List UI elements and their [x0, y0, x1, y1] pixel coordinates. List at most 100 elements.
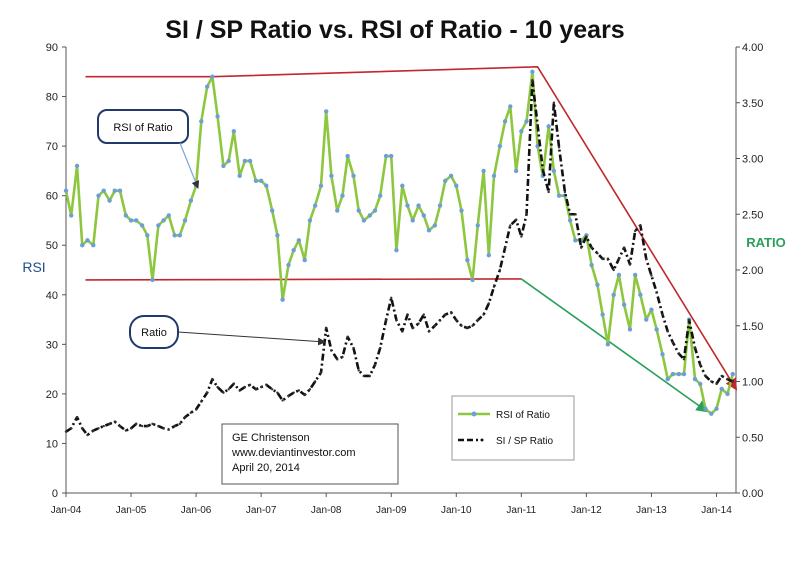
ratio-point: [628, 263, 632, 266]
ratio-point: [336, 358, 339, 361]
ratio-point: [622, 246, 626, 249]
rsi-point: [335, 208, 340, 213]
rsi-of-ratio-line: [64, 70, 735, 416]
left-tick-label: 10: [46, 438, 58, 450]
left-tick-label: 90: [46, 42, 58, 54]
rsi-point: [616, 272, 622, 278]
rsi-point: [356, 208, 361, 213]
rsi-point: [638, 292, 643, 297]
rsi-point: [611, 292, 616, 297]
rsi-point: [605, 342, 611, 347]
rsi-point: [703, 406, 708, 411]
ratio-point: [324, 326, 328, 330]
ratio-point: [395, 318, 398, 322]
rsi-point: [91, 243, 96, 248]
ratio-point: [617, 257, 621, 261]
rsi-point: [432, 223, 438, 228]
ratio-point: [292, 391, 295, 394]
ratio-point: [482, 313, 485, 316]
ratio-point: [417, 322, 420, 325]
ratio-point: [118, 424, 122, 428]
rsi-point: [627, 327, 633, 332]
rsi-point: [221, 163, 226, 169]
ratio-point: [287, 394, 290, 398]
ratio-point: [682, 358, 686, 361]
ratio-point: [167, 428, 170, 431]
rsi-point: [589, 262, 594, 268]
right-tick-label: 0.50: [742, 432, 763, 444]
ratio-point: [693, 346, 697, 350]
rsi-point: [644, 317, 649, 322]
ratio-point: [715, 382, 718, 385]
rsi-point: [383, 153, 389, 159]
x-tick-label: Jan-14: [701, 505, 732, 516]
rsi-point: [226, 158, 231, 164]
rsi-point: [286, 262, 291, 268]
ratio-point: [612, 268, 615, 272]
ratio-point: [254, 388, 258, 391]
ratio-point: [677, 352, 680, 355]
ratio-point: [64, 430, 68, 433]
rsi-point: [513, 168, 519, 174]
rsi-point: [486, 252, 492, 258]
rsi-point: [481, 168, 486, 174]
ratio-point: [411, 326, 414, 330]
rsi-point: [410, 218, 415, 223]
ratio-callout-arrow: [177, 331, 326, 346]
ratio-point: [81, 427, 84, 430]
ratio-point: [731, 380, 734, 383]
rsi-point: [681, 371, 687, 377]
x-axis-ticks: Jan-04 Jan-05 Jan-06 Jan-07 Jan-08 Jan-09 Jan-…: [51, 493, 732, 516]
rsi-point: [318, 183, 324, 188]
rsi-callout-box: [97, 109, 189, 144]
ratio-point: [541, 168, 545, 171]
rsi-point: [421, 213, 426, 218]
right-tick-label: 2.00: [742, 265, 763, 277]
ratio-point: [460, 324, 463, 327]
rsi-point: [621, 302, 627, 307]
right-tick-label: 4.00: [742, 42, 763, 54]
right-tick-label: 0.00: [742, 488, 763, 500]
ratio-point: [173, 424, 176, 428]
rsi-point: [231, 129, 237, 134]
ratio-point: [699, 363, 702, 366]
ratio-point: [552, 101, 556, 104]
rsi-point: [177, 233, 183, 238]
rsi-point: [80, 243, 85, 248]
x-tick-label: Jan-07: [246, 505, 277, 516]
ratio-point: [86, 433, 89, 437]
legend-ratio-label: SI / SP Ratio: [496, 436, 554, 447]
rsi-point: [530, 69, 535, 74]
ratio-point: [671, 341, 675, 344]
ratio-point: [70, 427, 73, 430]
ratio-point: [466, 326, 469, 330]
ratio-point: [471, 324, 474, 327]
rsi-point: [665, 376, 670, 382]
rsi-point: [400, 183, 405, 188]
ratio-point: [563, 190, 567, 194]
ratio-point: [97, 427, 100, 430]
rsi-point: [454, 183, 459, 188]
rsi-callout-arrow: [179, 142, 200, 189]
rsi-point: [524, 119, 529, 124]
rsi-point: [150, 277, 155, 283]
ratio-point: [427, 330, 431, 333]
ratio-point: [557, 146, 561, 149]
ratio-point: [259, 385, 263, 389]
left-tick-label: 60: [46, 191, 58, 203]
ratio-point: [276, 391, 279, 394]
rsi-point: [215, 114, 220, 119]
rsi-point: [123, 213, 129, 218]
credit-author: GE Christenson: [232, 432, 310, 444]
rsi-point: [85, 238, 90, 243]
rsi-point: [556, 193, 562, 198]
left-tick-label: 50: [46, 240, 58, 252]
rsi-point: [372, 208, 378, 213]
series: [63, 69, 735, 437]
ratio-point: [238, 389, 241, 392]
ratio-point: [108, 422, 111, 426]
ratio-point: [346, 335, 349, 339]
ratio-point: [579, 246, 583, 249]
legend-box: [451, 395, 575, 461]
